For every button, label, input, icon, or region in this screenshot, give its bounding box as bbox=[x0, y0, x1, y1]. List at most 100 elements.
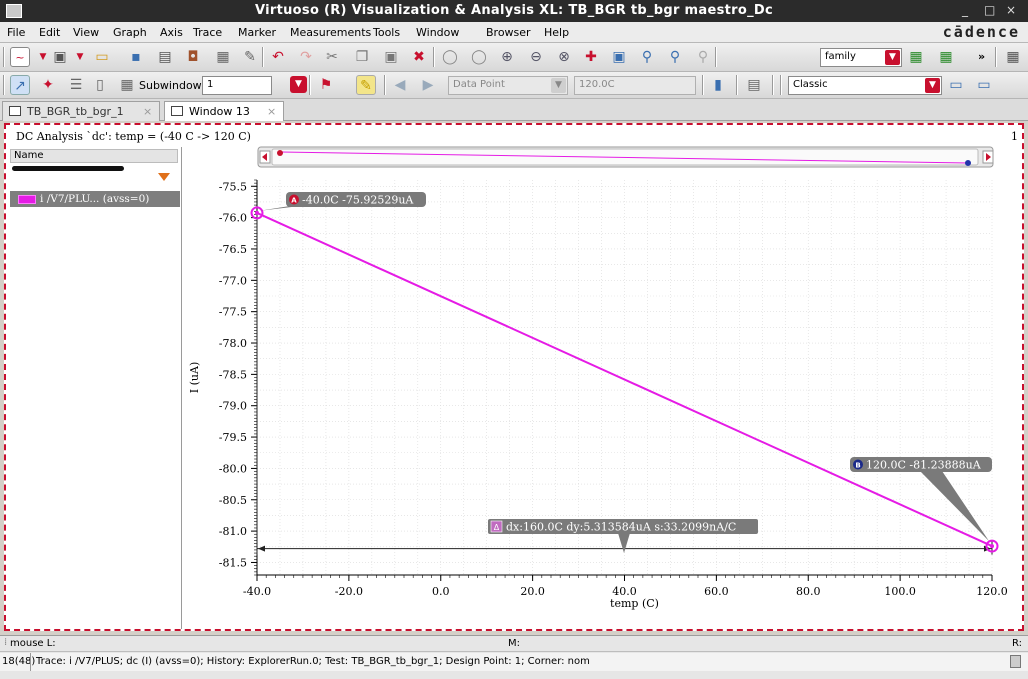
menu-window[interactable]: Window bbox=[416, 26, 460, 39]
marker-mode-combo[interactable]: Data Point ▼ bbox=[448, 76, 568, 95]
menu-tools[interactable]: Tools bbox=[373, 26, 401, 39]
zoom-icon[interactable]: ⊕ bbox=[501, 49, 513, 65]
graph-style-apply-icon[interactable]: ▭ bbox=[949, 77, 963, 93]
callout-box bbox=[286, 192, 426, 207]
chart[interactable]: -75.5 -76.0 -76.5 -77.0 -77.5 -78.0 -78.5 -79.0… bbox=[6, 125, 1022, 629]
legend-filter-bar[interactable] bbox=[12, 166, 124, 171]
marker-next-icon[interactable]: ▶ bbox=[422, 77, 434, 93]
print-icon[interactable]: ▤ bbox=[158, 49, 172, 65]
annotation-icon[interactable]: ✎ bbox=[356, 75, 376, 95]
chevron-down-icon[interactable]: ▼ bbox=[551, 78, 566, 93]
y-tick-label: -79.5 bbox=[219, 431, 247, 444]
redo-icon[interactable]: ↷ bbox=[300, 49, 312, 65]
marker-prev-icon[interactable]: ◀ bbox=[394, 77, 406, 93]
new-window-icon[interactable]: ~ bbox=[10, 47, 30, 67]
toolbar-separator bbox=[995, 47, 997, 67]
graph-style-combo[interactable]: Classic ▼ bbox=[788, 76, 942, 95]
marker-badge-letter: B bbox=[855, 462, 860, 470]
edit-annotation-icon[interactable]: ✎ bbox=[244, 49, 256, 65]
subwindow-combo[interactable]: 1 bbox=[202, 76, 272, 95]
marker-point-b[interactable] bbox=[985, 539, 999, 553]
chevron-down-icon[interactable]: ▼ bbox=[885, 50, 900, 65]
menu-file[interactable]: File bbox=[7, 26, 26, 39]
zoom-y-icon[interactable]: ⊗ bbox=[558, 49, 570, 65]
graph-subwindow[interactable]: DC Analysis `dc': temp = (-40 C -> 120 C… bbox=[4, 123, 1024, 631]
split-rows-icon[interactable]: ☰ bbox=[69, 77, 83, 93]
x-tick-label: 80.0 bbox=[796, 585, 821, 598]
paste-icon[interactable]: ▣ bbox=[384, 49, 398, 65]
split-grid-icon[interactable]: ▦ bbox=[120, 77, 134, 93]
zoom-in-circle-icon[interactable]: ◯ bbox=[442, 49, 458, 65]
close-icon[interactable]: × bbox=[267, 105, 277, 118]
zoom-disabled-icon[interactable]: ⚲ bbox=[697, 49, 709, 65]
camera-icon[interactable]: ◘ bbox=[187, 49, 199, 65]
fit-icon[interactable]: ✚ bbox=[585, 49, 597, 65]
toolbar-separator bbox=[702, 75, 704, 95]
fit-all-icon[interactable]: ▣ bbox=[612, 49, 626, 65]
subwindow-icon[interactable]: ▣ bbox=[53, 49, 67, 65]
legend-entry[interactable]: i /V7/PLU... (avss=0) bbox=[10, 191, 180, 207]
scroll-thumb[interactable] bbox=[271, 148, 979, 166]
bar-chart-icon[interactable]: ▮ bbox=[714, 77, 722, 93]
menu-graph[interactable]: Graph bbox=[113, 26, 147, 39]
selection-mode-icon[interactable]: ↗ bbox=[10, 75, 30, 95]
delete-icon[interactable]: ✖ bbox=[413, 49, 425, 65]
maximize-button[interactable]: □ bbox=[984, 3, 996, 17]
zoom-fit-x-icon[interactable]: ⚲ bbox=[641, 49, 653, 65]
zoom-out-circle-icon[interactable]: ◯ bbox=[471, 49, 487, 65]
tab-tb-bgr[interactable]: TB_BGR_tb_bgr_1 × bbox=[2, 101, 160, 121]
status-scroll-handle[interactable] bbox=[1010, 655, 1021, 668]
minimize-button[interactable]: _ bbox=[962, 3, 968, 17]
menu-help[interactable]: Help bbox=[544, 26, 570, 39]
zoom-fit-y-icon[interactable]: ⚲ bbox=[669, 49, 681, 65]
subwindow-index: 1 bbox=[1011, 130, 1018, 143]
y-tick-label: -77.0 bbox=[219, 274, 247, 287]
family-combo[interactable]: family ▼ bbox=[820, 48, 902, 67]
tab-window-13[interactable]: Window 13 × bbox=[164, 101, 284, 121]
app-icon[interactable] bbox=[6, 4, 22, 18]
close-icon[interactable]: × bbox=[143, 105, 153, 118]
marker-badge-letter: A bbox=[291, 197, 297, 205]
menu-edit[interactable]: Edit bbox=[39, 26, 61, 39]
menu-measurements[interactable]: Measurements bbox=[290, 26, 372, 39]
marker-label-b[interactable]: B 120.0C -81.23888uA bbox=[850, 457, 992, 542]
strip-mode-icon[interactable]: ✦ bbox=[42, 77, 54, 93]
menu-trace[interactable]: Trace bbox=[193, 26, 223, 39]
subwindow-dropdown-icon[interactable]: ▼ bbox=[76, 52, 84, 62]
filter-icon[interactable] bbox=[158, 173, 170, 181]
y-tick-label: -76.0 bbox=[219, 212, 247, 225]
y-tick-label: -76.5 bbox=[219, 243, 247, 256]
marker-point-a[interactable] bbox=[250, 206, 264, 220]
trace-line[interactable] bbox=[256, 212, 993, 547]
layout-icon[interactable]: ▦ bbox=[1006, 49, 1020, 65]
x-tick-label: 120.0 bbox=[976, 585, 1008, 598]
chevron-down-icon[interactable]: ▼ bbox=[290, 76, 307, 93]
save-icon[interactable]: ▪ bbox=[131, 49, 141, 65]
new-window-dropdown-icon[interactable]: ▼ bbox=[39, 52, 47, 62]
tab-label: Window 13 bbox=[189, 105, 250, 118]
graph-style-save-icon[interactable]: ▭ bbox=[977, 77, 991, 93]
undo-icon[interactable]: ↶ bbox=[272, 49, 284, 65]
legend-header[interactable]: Name bbox=[10, 149, 178, 163]
menu-marker[interactable]: Marker bbox=[238, 26, 277, 39]
marker-label-a[interactable]: A -40.0C -75.92529uA bbox=[259, 192, 426, 211]
split-columns-icon[interactable]: ▯ bbox=[96, 77, 104, 93]
family-remove-icon[interactable]: ▦ bbox=[939, 49, 953, 65]
menu-browser[interactable]: Browser bbox=[486, 26, 531, 39]
close-button[interactable]: × bbox=[1006, 3, 1017, 17]
flag-marker-icon[interactable]: ⚑ bbox=[319, 77, 333, 93]
copy-icon[interactable]: ❐ bbox=[355, 49, 369, 65]
cut-icon[interactable]: ✂ bbox=[326, 49, 338, 65]
notes-icon[interactable]: ▦ bbox=[216, 49, 230, 65]
family-add-icon[interactable]: ▦ bbox=[909, 49, 923, 65]
marker-value-field[interactable]: 120.0C bbox=[574, 76, 696, 95]
chevron-down-icon[interactable]: ▼ bbox=[925, 78, 940, 93]
table-icon[interactable]: ▤ bbox=[747, 77, 761, 93]
toolbar-separator bbox=[780, 75, 782, 95]
zoom-x-icon[interactable]: ⊖ bbox=[530, 49, 542, 65]
open-folder-icon[interactable]: ▭ bbox=[95, 49, 109, 65]
toolbar-more-icon[interactable]: » bbox=[978, 50, 986, 63]
menu-view[interactable]: View bbox=[73, 26, 100, 39]
menu-axis[interactable]: Axis bbox=[160, 26, 183, 39]
